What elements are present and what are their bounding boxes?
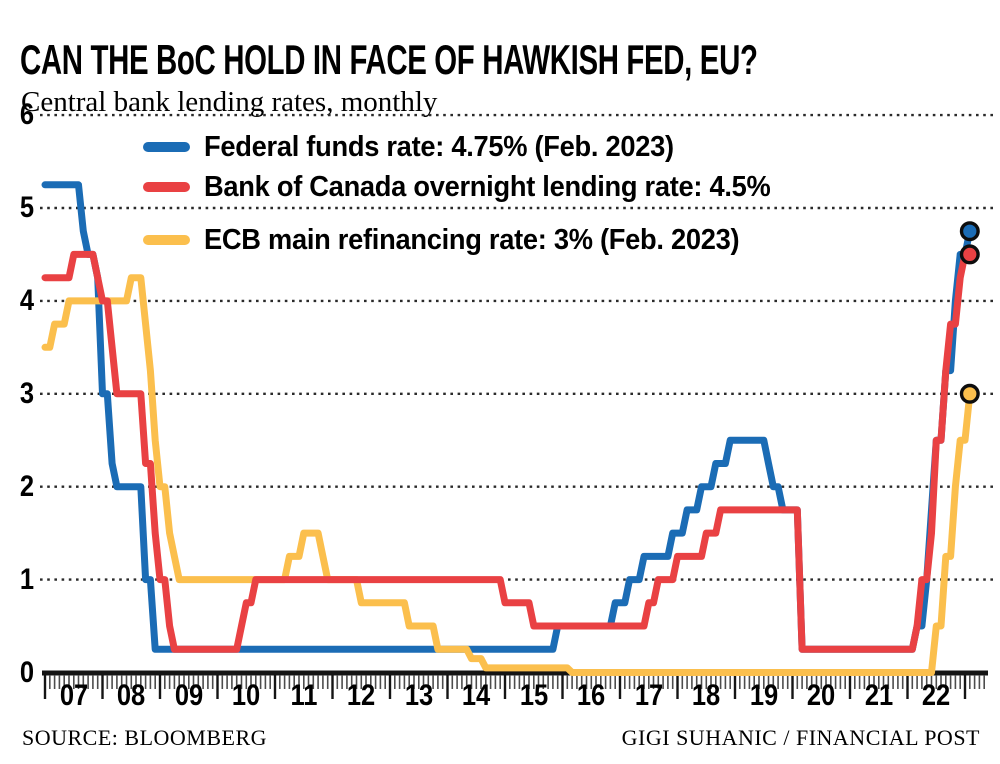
- chart-title: CAN THE BoC HOLD IN FACE OF HAWKISH FED,…: [20, 36, 758, 84]
- x-axis-label: 18: [691, 679, 721, 712]
- legend-item-fed: Federal funds rate: 4.75% (Feb. 2023): [143, 130, 704, 163]
- x-axis-label: 09: [174, 679, 204, 712]
- series-end-dot-ecb: [959, 383, 980, 404]
- x-axis-line: [42, 670, 988, 676]
- series-line-boc: [41, 250, 974, 653]
- legend-label: ECB main refinancing rate: 3% (Feb. 2023…: [204, 223, 740, 256]
- y-axis-label: 2: [19, 470, 34, 503]
- x-axis-label: 11: [290, 679, 318, 712]
- legend-item-boc: Bank of Canada overnight lending rate: 4…: [143, 170, 807, 203]
- legend-label: Bank of Canada overnight lending rate: 4…: [204, 170, 771, 203]
- x-axis-label: 07: [59, 679, 89, 712]
- legend-swatch-boc: [143, 182, 190, 192]
- x-axis-label: 17: [634, 679, 664, 712]
- legend-swatch-fed: [143, 142, 190, 152]
- y-axis-label: 1: [19, 563, 34, 596]
- x-axis-label: 20: [806, 679, 836, 712]
- source-credit: SOURCE: BLOOMBERG: [22, 725, 268, 750]
- author-credit: GIGI SUHANIC / FINANCIAL POST: [621, 725, 980, 750]
- series-line-ecb: [41, 274, 974, 676]
- x-axis-label: 13: [404, 679, 434, 712]
- x-axis-label: 08: [116, 679, 146, 712]
- x-axis: [42, 670, 988, 699]
- x-axis-label: 22: [921, 679, 951, 712]
- legend-item-ecb: ECB main refinancing rate: 3% (Feb. 2023…: [143, 223, 773, 256]
- y-axis-label: 3: [19, 377, 34, 410]
- x-axis-label: 14: [461, 679, 491, 712]
- legend-label: Federal funds rate: 4.75% (Feb. 2023): [204, 130, 674, 163]
- y-axis-label: 0: [19, 656, 34, 689]
- series-end-dot-boc: [959, 244, 980, 265]
- y-axis-label: 6: [19, 98, 34, 131]
- x-axis-label: 16: [576, 679, 606, 712]
- chart-subtitle: Central bank lending rates, monthly: [21, 86, 438, 118]
- series-end-dot-fed: [959, 221, 980, 242]
- x-axis-label: 15: [519, 679, 549, 712]
- y-axis-label: 4: [19, 284, 34, 317]
- x-axis-label: 10: [231, 679, 261, 712]
- x-axis-label: 12: [346, 679, 376, 712]
- y-axis-label: 5: [19, 191, 34, 224]
- legend-swatch-ecb: [143, 235, 190, 245]
- x-axis-label: 19: [749, 679, 779, 712]
- x-axis-label: 21: [864, 679, 894, 712]
